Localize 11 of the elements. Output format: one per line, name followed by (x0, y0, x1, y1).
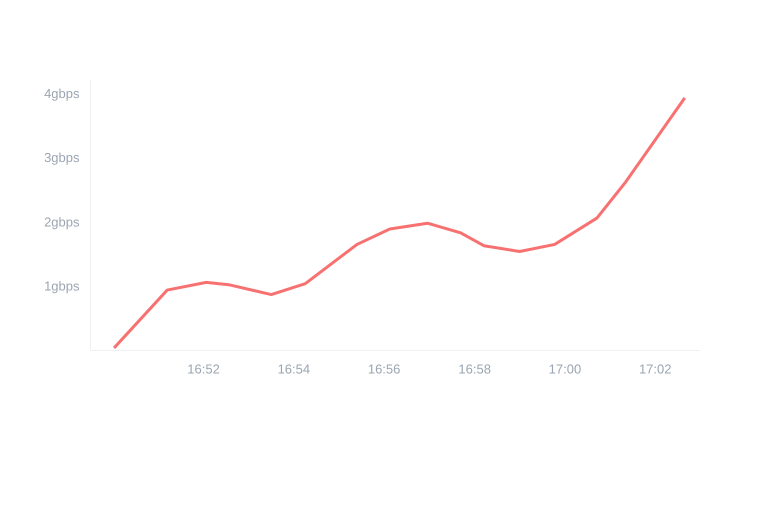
y-tick-label: 3gbps (44, 150, 80, 166)
y-tick-label: 2gbps (44, 214, 80, 230)
x-tick-label: 17:00 (548, 362, 582, 376)
x-tick-label: 17:02 (638, 362, 672, 376)
x-tick-label: 16:56 (368, 362, 400, 376)
line-series (112, 96, 686, 350)
y-tick-label: 4gbps (44, 86, 80, 101)
x-tick-label: 16:52 (187, 362, 220, 376)
y-tick-label: 1gbps (44, 278, 80, 294)
x-tick-label: 16:58 (458, 362, 491, 376)
x-tick-label: 16:54 (278, 362, 310, 376)
